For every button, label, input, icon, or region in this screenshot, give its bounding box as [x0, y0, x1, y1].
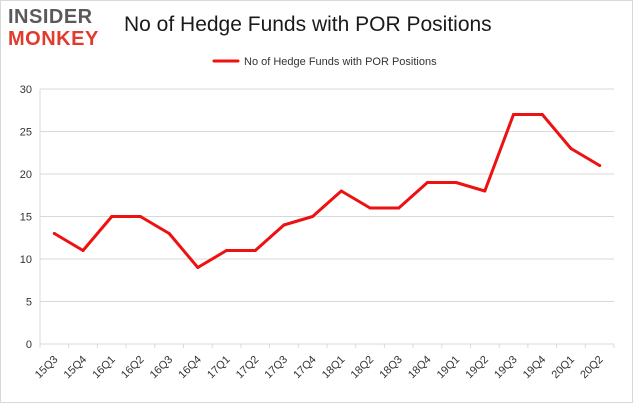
- x-tick-label: 16Q3: [148, 354, 176, 382]
- logo-line-1: INSIDER: [8, 6, 93, 28]
- data-point: [138, 215, 142, 218]
- data-point: [110, 215, 114, 218]
- x-tick-label: 18Q1: [320, 354, 348, 382]
- y-tick-label: 5: [26, 297, 32, 309]
- data-point: [425, 181, 429, 184]
- data-point: [512, 113, 516, 116]
- data-point: [598, 164, 602, 167]
- chart-title: No of Hedge Funds with POR Positions: [124, 13, 492, 36]
- x-tick-label: 18Q2: [349, 354, 377, 382]
- x-tick-label: 19Q1: [435, 354, 463, 382]
- x-tick-label: 19Q4: [521, 354, 549, 382]
- x-tick-label: 20Q1: [550, 354, 578, 382]
- y-tick-label: 0: [26, 339, 32, 351]
- data-point: [483, 189, 487, 193]
- legend-label: No of Hedge Funds with POR Positions: [244, 56, 437, 68]
- data-point: [282, 223, 286, 227]
- data-point: [339, 189, 343, 193]
- y-tick-label: 30: [20, 84, 32, 96]
- logo-line-2: MONKEY: [8, 28, 99, 50]
- x-tick-label: 17Q1: [205, 354, 233, 382]
- x-tick-label: 15Q4: [62, 354, 90, 382]
- data-point: [454, 181, 458, 184]
- data-point: [81, 249, 85, 252]
- x-tick-label: 16Q4: [176, 354, 204, 382]
- x-tick-label: 16Q2: [119, 354, 147, 382]
- data-point: [569, 147, 573, 150]
- x-tick-label: 18Q4: [406, 354, 434, 382]
- data-point: [253, 249, 257, 252]
- insider-monkey-logo: INSIDER MONKEY: [8, 7, 116, 49]
- x-tick-label: 18Q3: [377, 354, 405, 382]
- y-tick-label: 20: [20, 169, 32, 181]
- data-point: [540, 113, 544, 116]
- x-tick-label: 17Q2: [234, 354, 262, 382]
- data-point: [311, 215, 315, 218]
- y-tick-label: 15: [20, 212, 32, 224]
- x-tick-label: 17Q4: [291, 354, 319, 382]
- x-tick-label: 16Q1: [90, 354, 118, 382]
- y-tick-label: 10: [20, 254, 32, 266]
- y-tick-label: 25: [20, 127, 32, 139]
- data-point: [196, 266, 200, 269]
- data-point: [397, 206, 401, 210]
- data-point: [225, 249, 229, 252]
- data-point: [167, 232, 171, 235]
- data-point: [52, 232, 56, 235]
- x-tick-label: 19Q2: [463, 354, 491, 382]
- x-tick-label: 17Q3: [263, 354, 291, 382]
- x-tick-label: 15Q3: [33, 354, 61, 382]
- x-tick-label: 20Q2: [578, 354, 606, 382]
- x-tick-label: 19Q3: [492, 354, 520, 382]
- series-line-0: [52, 113, 602, 269]
- data-point: [368, 206, 372, 210]
